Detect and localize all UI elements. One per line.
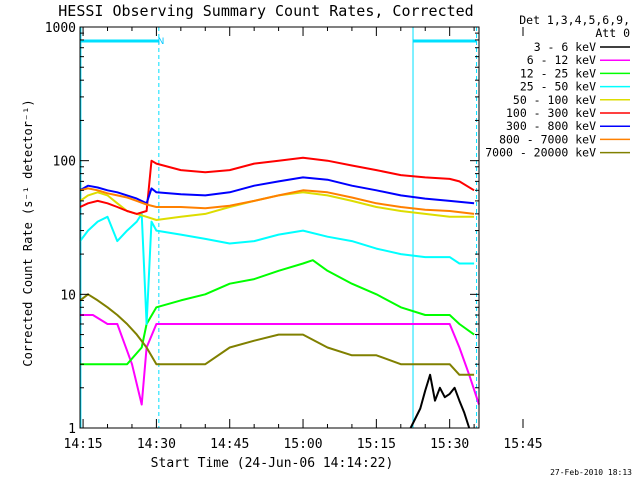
legend-label: 7000 - 20000 keV: [485, 146, 596, 160]
x-tick-label: 15:45: [503, 437, 542, 452]
date-stamp: 27-Feb-2010 18:13: [550, 468, 632, 477]
x-tick-label: 14:15: [64, 437, 103, 452]
legend-label: 300 - 800 keV: [506, 119, 596, 133]
series-line-8: [79, 293, 475, 376]
legend-label: 800 - 7000 keV: [499, 132, 596, 146]
y-tick-label: 10: [60, 288, 76, 303]
series-line-5: [79, 156, 475, 215]
legend-header-line1: Det 1,3,4,5,6,9,: [519, 13, 630, 27]
series-line-6: [79, 176, 475, 205]
chart-title: HESSI Observing Summary Count Rates, Cor…: [58, 2, 473, 20]
series-line-7: [79, 187, 475, 215]
series-line-2: [80, 259, 475, 366]
series-line-0: [409, 373, 471, 429]
y-tick-label: 1: [68, 422, 76, 437]
series-line-3: [79, 212, 475, 325]
legend-label: 100 - 300 keV: [506, 106, 596, 120]
y-tick-label: 1000: [45, 21, 76, 36]
legend-label: 6 - 12 keV: [527, 53, 596, 67]
series-line-4: [79, 191, 475, 221]
night-marker-label: N: [158, 37, 165, 47]
legend-label: 25 - 50 keV: [520, 80, 596, 94]
legend-header-line2: Att 0: [595, 26, 630, 40]
x-tick-label: 15:15: [357, 437, 396, 452]
series-line-1: [80, 314, 480, 406]
legend-label: 3 - 6 keV: [534, 40, 596, 54]
x-tick-label: 15:00: [283, 437, 322, 452]
legend-label: 50 - 100 keV: [513, 93, 596, 107]
legend-label: 12 - 25 keV: [520, 66, 596, 80]
x-tick-label: 14:45: [210, 437, 249, 452]
x-axis-label: Start Time (24-Jun-06 14:14:22): [151, 456, 394, 471]
x-tick-label: 14:30: [137, 437, 176, 452]
y-tick-label: 100: [53, 155, 76, 170]
plot-frame: [79, 26, 480, 429]
x-tick-label: 15:30: [430, 437, 469, 452]
y-axis-label: Corrected Count Rate (s⁻¹ detector⁻¹): [21, 99, 35, 366]
